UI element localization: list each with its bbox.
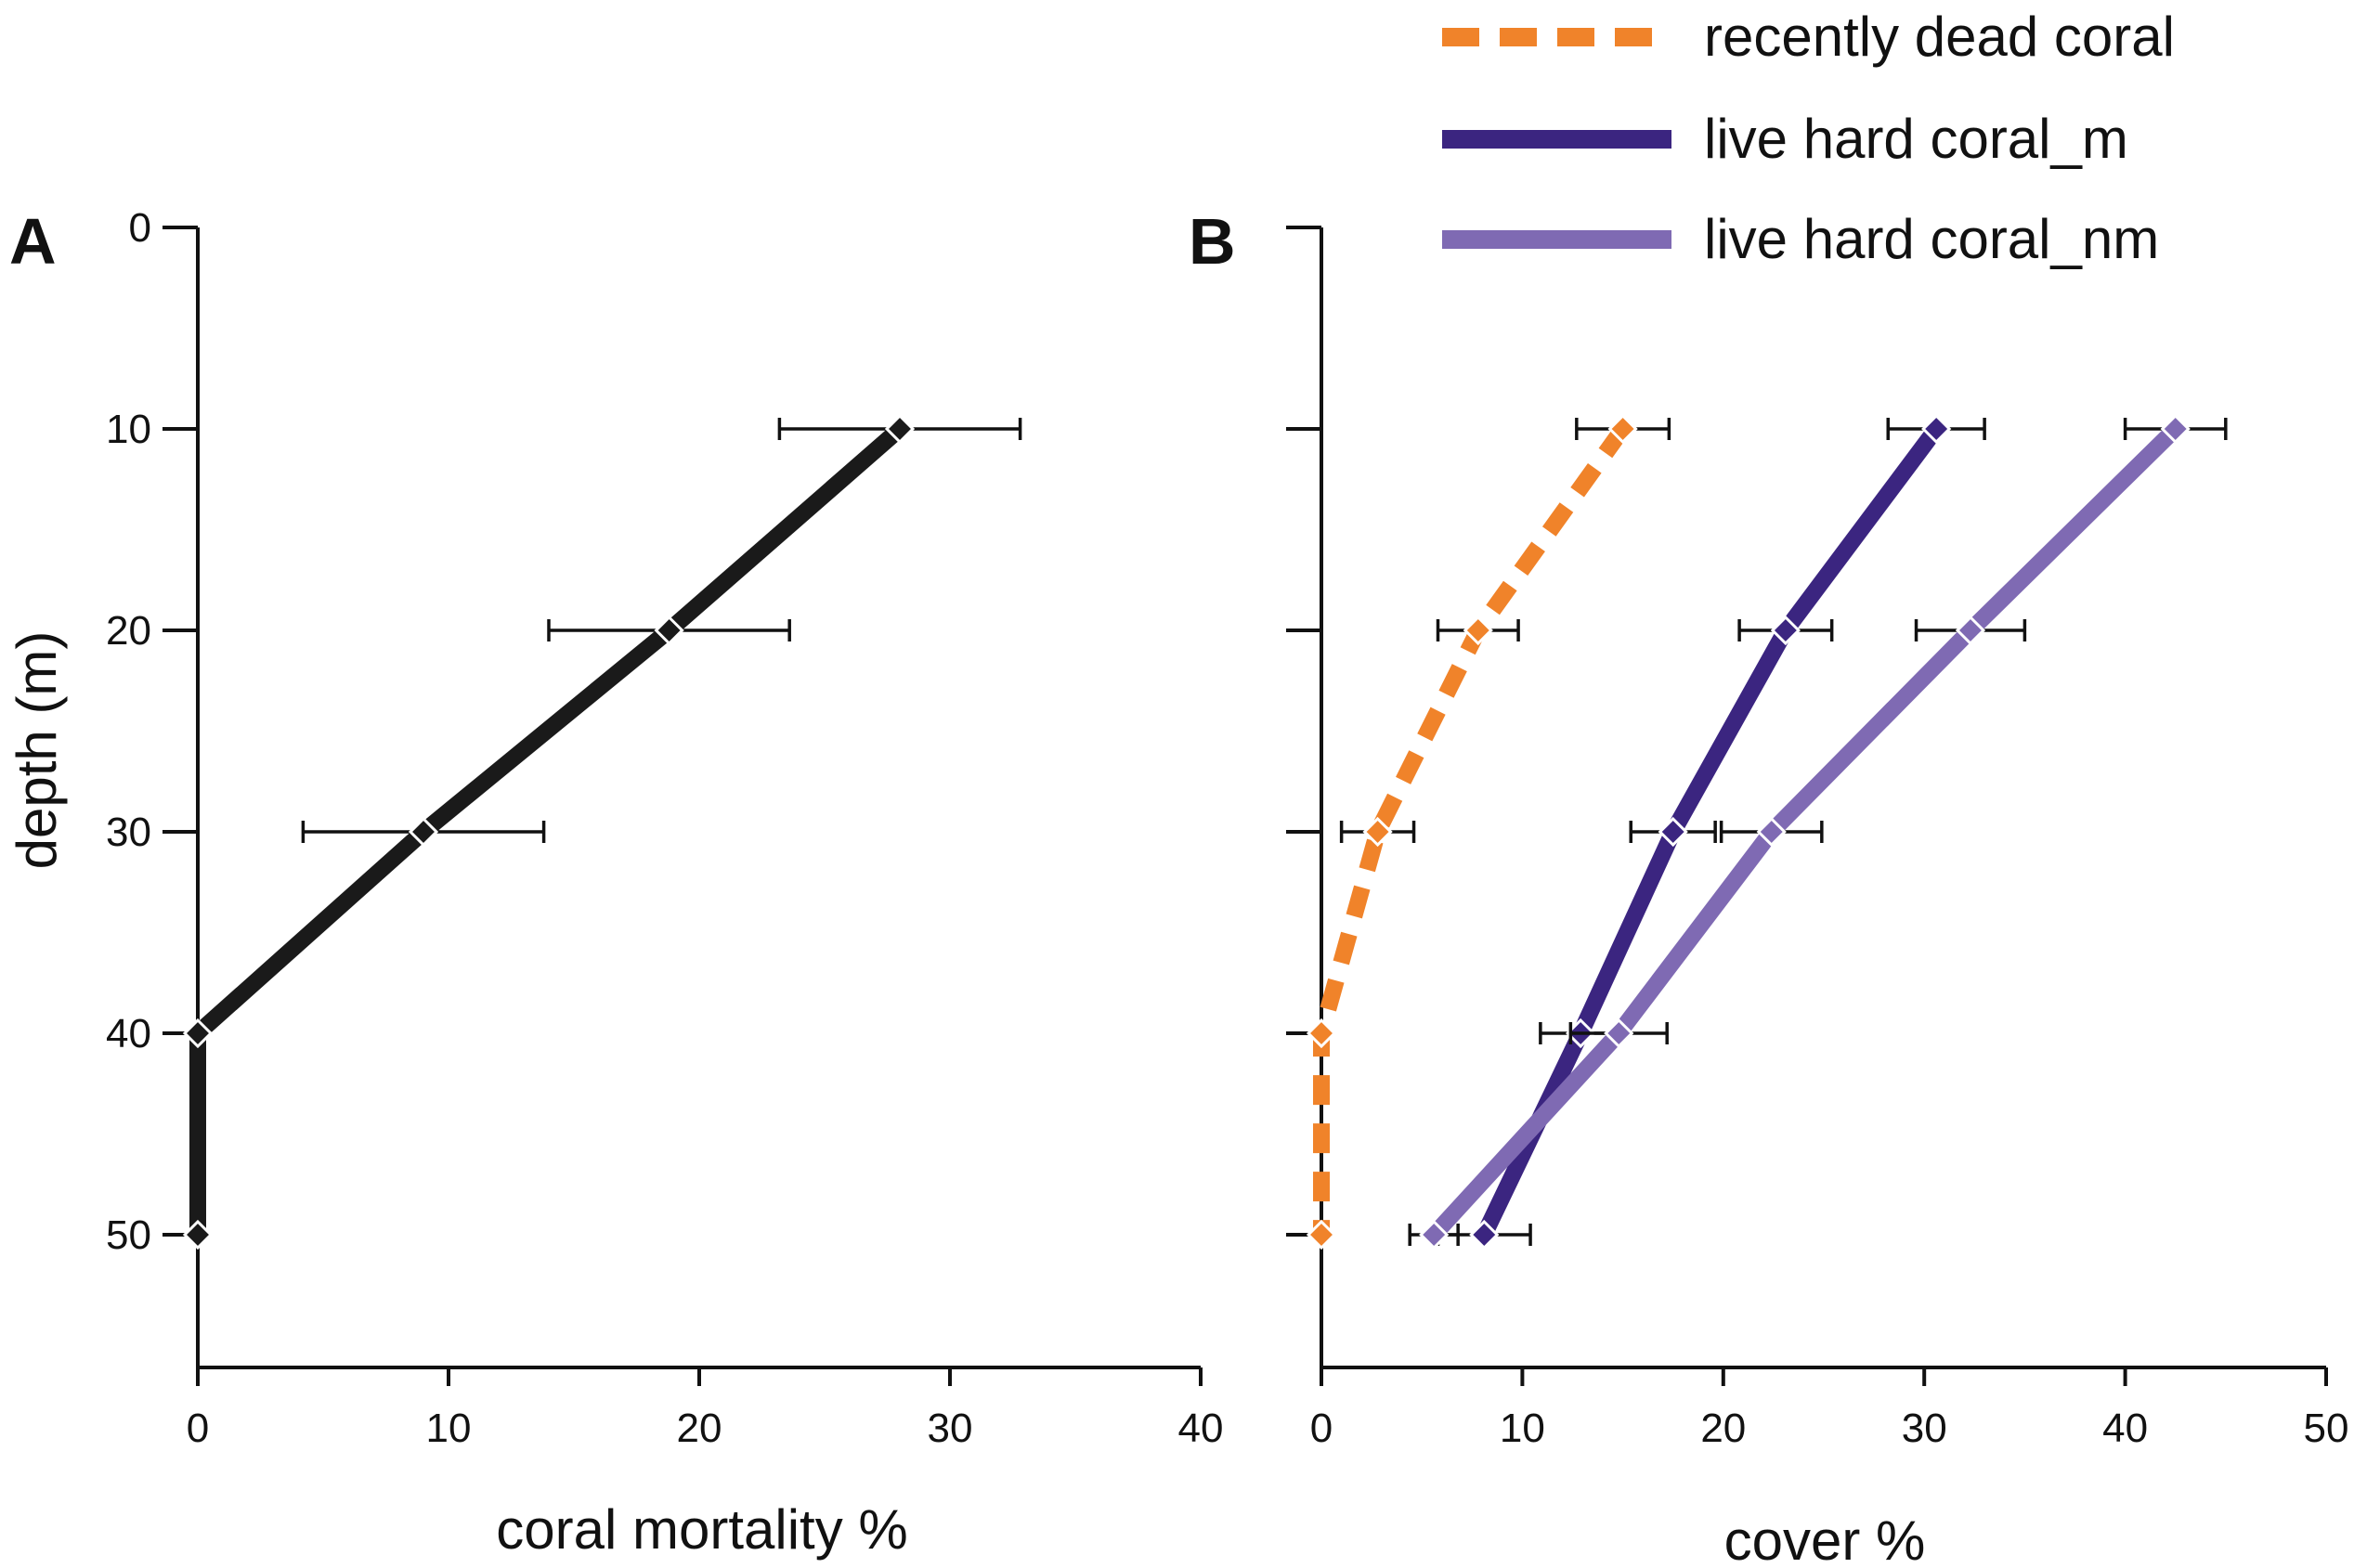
panel-b-series-recently-dead-coral-point: [1463, 615, 1493, 646]
legend: recently dead coral live hard coral_mlive…: [1442, 6, 2175, 270]
legend-entry-label: live hard coral_nm: [1704, 208, 2159, 270]
panel-b-x-tick-label: 20: [1700, 1406, 1746, 1451]
panel-b-series-recently-dead-coral-line: [1313, 423, 1630, 1235]
panel-a-x-tick-label: 0: [187, 1406, 209, 1451]
panel-a-x-tick-label: 30: [928, 1406, 973, 1451]
panel-b: B 0 10 20 30 40 50 cover %: [1189, 205, 2348, 1568]
panel-b-series-live-hard-coral-nm-point: [1756, 816, 1787, 848]
legend-entry-label: live hard coral_m: [1704, 108, 2128, 170]
panel-a-series-coral-mortality-point: [408, 816, 439, 848]
panel-a-y-tick-label: 50: [106, 1212, 151, 1258]
panel-b-series-live-hard-coral-m-point: [1658, 816, 1688, 848]
panel-b-series-recently-dead-coral-point: [1607, 413, 1638, 445]
panel-a: A 0 10 20 30 40 50 0 10 20 30 40 coral mortality %…: [6, 205, 1223, 1561]
panel-b-letter: B: [1189, 205, 1236, 278]
panel-a-x-tick-label: 40: [1178, 1406, 1224, 1451]
panel-b-series-live-hard-coral-m-point: [1921, 413, 1952, 445]
panel-b-series-recently-dead-coral-point: [1306, 1219, 1337, 1251]
panel-a-letter: A: [9, 205, 57, 278]
panel-a-x-tick-label: 10: [426, 1406, 472, 1451]
panel-a-y-tick-label: 20: [106, 608, 151, 654]
panel-b-x-tick-label: 40: [2102, 1406, 2148, 1451]
legend-entry-label: recently dead coral: [1704, 6, 2175, 68]
panel-b-series-live-hard-coral-m-point: [1469, 1219, 1500, 1251]
panel-a-y-tick-label: 10: [106, 407, 151, 452]
panel-a-x-tick-label: 20: [677, 1406, 722, 1451]
panel-a-series-coral-mortality-point: [182, 1017, 214, 1049]
panel-b-series-recently-dead-coral-point: [1306, 1017, 1337, 1049]
panel-b-x-tick-label: 30: [1902, 1406, 1947, 1451]
panel-a-series-coral-mortality-point: [182, 1219, 214, 1251]
panel-b-series-live-hard-coral-m-point: [1770, 615, 1801, 646]
panel-b-x-axis-title: cover %: [1724, 1510, 1926, 1568]
panel-a-x-axis-title: coral mortality %: [496, 1498, 907, 1561]
panel-a-y-axis-title: depth (m): [6, 631, 68, 870]
panel-b-x-tick-label: 10: [1500, 1406, 1545, 1451]
panel-b-series-live-hard-coral-nm-point: [1604, 1017, 1634, 1049]
panel-b-series-live-hard-coral-nm-point: [1955, 615, 1986, 646]
panel-b-series-live-hard-coral-nm-point: [2160, 413, 2191, 445]
panel-b-x-tick-label: 50: [2304, 1406, 2349, 1451]
panel-b-x-tick-label: 0: [1310, 1406, 1333, 1451]
panel-b-series-recently-dead-coral-point: [1362, 816, 1393, 848]
panel-a-y-tick-label: 30: [106, 810, 151, 855]
panel-a-y-tick-label: 0: [129, 205, 151, 251]
panel-a-series-coral-mortality-point: [884, 413, 916, 445]
panel-a-y-tick-label: 40: [106, 1011, 151, 1056]
panel-a-series-coral-mortality-point: [654, 615, 684, 646]
panel-b-series-live-hard-coral-nm-point: [1419, 1219, 1450, 1251]
